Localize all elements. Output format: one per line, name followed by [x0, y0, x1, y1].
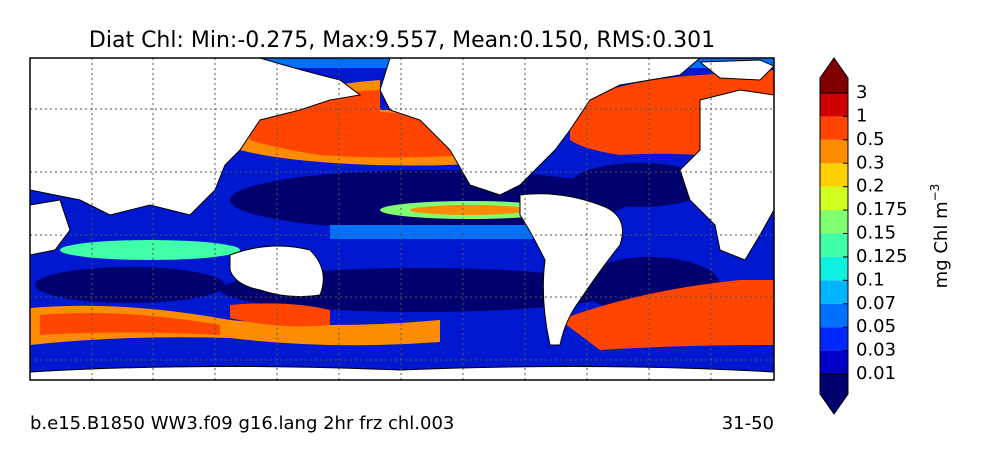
- colorbar-bin: [820, 350, 848, 374]
- upwelling: [410, 205, 530, 215]
- southern-ocean: [230, 303, 330, 327]
- map: [30, 58, 774, 380]
- equator-band: [330, 225, 540, 239]
- colorbar-tick-label: 0.125: [856, 246, 908, 267]
- colorbar-tick-label: 0.03: [856, 340, 896, 361]
- gyre: [570, 163, 710, 207]
- colorbar-bin: [820, 303, 848, 328]
- colorbar-tick-label: 0.175: [856, 199, 908, 220]
- colorbar-extend-high: [819, 57, 849, 94]
- colorbar-tick-label: 0.2: [856, 176, 885, 197]
- colorbar-tick-label: 0.1: [856, 269, 885, 290]
- colorbar-bin: [820, 163, 848, 187]
- colorbar-bin: [820, 256, 848, 281]
- colorbar-bin: [820, 139, 848, 164]
- colorbar-tick-label: 0.15: [856, 223, 896, 244]
- colorbar-bin: [820, 116, 848, 140]
- upwelling: [60, 240, 240, 260]
- unit-exponent: −3: [928, 184, 942, 202]
- colorbar-bin: [820, 93, 848, 117]
- colorbar-extend-low: [819, 373, 849, 415]
- colorbar-bin: [820, 210, 848, 234]
- colorbar-bin: [820, 186, 848, 211]
- colorbar-bin: [820, 280, 848, 304]
- colorbar-bin: [820, 233, 848, 257]
- colorbar-label: mg Chl m−3: [928, 184, 953, 289]
- unit: mg Chl m: [931, 201, 952, 288]
- map-frame: [29, 57, 775, 381]
- colorbar-tick-label: 0.07: [856, 293, 896, 314]
- years: 31-50: [722, 413, 774, 434]
- colorbar-tick-label: 0.01: [856, 363, 896, 384]
- colorbar-tick-label: 0.3: [856, 152, 885, 173]
- colorbar-tick-label: 3: [856, 82, 867, 103]
- colorbar-bin: [820, 327, 848, 351]
- colorbar-tick-label: 0.5: [856, 129, 885, 150]
- land: [30, 58, 774, 380]
- colorbar-tick-label: 1: [856, 105, 867, 126]
- gyre: [35, 267, 225, 303]
- colorbar-tick-label: 0.05: [856, 316, 896, 337]
- case-name: b.e15.B1850 WW3.f09 g16.lang 2hr frz chl…: [30, 413, 454, 434]
- map-title: Diat Chl: Min:-0.275, Max:9.557, Mean:0.…: [89, 28, 715, 53]
- southern-ocean: [40, 312, 220, 335]
- graticule: [30, 58, 774, 380]
